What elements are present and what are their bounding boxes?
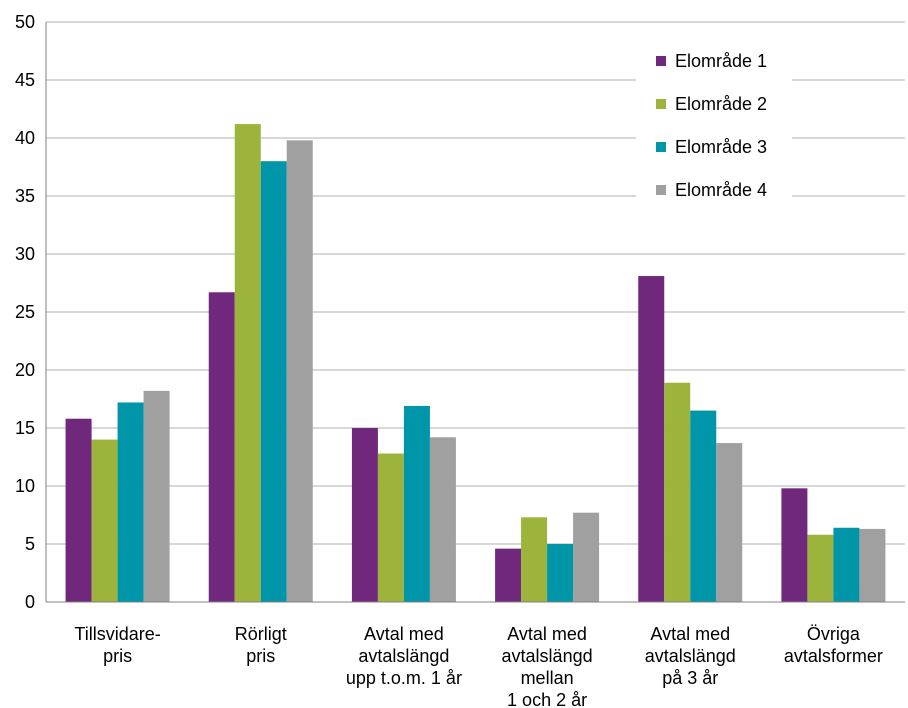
bar — [65, 418, 92, 602]
legend-label: Elområde 1 — [675, 51, 767, 71]
bar — [573, 512, 600, 602]
bar — [547, 544, 574, 602]
y-tick-label: 40 — [15, 128, 35, 148]
x-tick-label: Rörligt pris — [235, 624, 287, 666]
legend: Elområde 1 Elområde 2 Elområde 3 Elområde 4 — [636, 36, 792, 208]
bar — [143, 390, 170, 602]
bar — [495, 548, 522, 602]
y-tick-label: 45 — [15, 70, 35, 90]
legend-swatch — [656, 142, 666, 152]
legend-label: Elområde 3 — [675, 137, 767, 157]
bar — [429, 437, 456, 602]
bar — [234, 124, 261, 602]
x-tick-label: Avtal med avtalslängd på 3 år — [645, 624, 736, 688]
bar — [521, 517, 548, 602]
legend-swatch — [656, 185, 666, 195]
y-axis: 0 5 10 15 20 25 30 35 40 45 50 — [15, 12, 47, 612]
bar — [286, 140, 313, 602]
bar — [208, 292, 235, 602]
gridlines — [46, 21, 905, 545]
legend-label: Elområde 4 — [675, 180, 767, 200]
y-tick-label: 25 — [15, 302, 35, 322]
y-tick-label: 50 — [15, 12, 35, 32]
bar — [638, 276, 665, 602]
y-tick-label: 20 — [15, 360, 35, 380]
bar — [117, 402, 144, 602]
legend-swatch — [656, 56, 666, 66]
bar — [781, 488, 808, 602]
bar — [690, 410, 717, 602]
x-tick-label: Övriga avtalsformer — [784, 624, 883, 666]
legend-label: Elområde 2 — [675, 94, 767, 114]
legend-swatch — [656, 99, 666, 109]
bar — [859, 528, 886, 602]
x-tick-label: Tillsvidare-pris — [74, 624, 160, 666]
y-tick-label: 35 — [15, 186, 35, 206]
bar — [91, 439, 118, 602]
bar — [833, 527, 860, 602]
bar — [351, 428, 378, 602]
bar — [260, 161, 287, 602]
bar — [807, 534, 834, 602]
x-axis: Tillsvidare-pris Rörligt pris Avtal med avta… — [46, 601, 905, 708]
x-tick-label: Avtal med avtalslängd mellan 1 och 2 år — [502, 624, 593, 708]
bar — [664, 382, 691, 602]
bar — [377, 453, 404, 602]
y-tick-label: 15 — [15, 418, 35, 438]
y-tick-label: 10 — [15, 476, 35, 496]
bars — [65, 124, 886, 602]
x-tick-label: Avtal med avtalslängd upp t.o.m. 1 år — [346, 624, 462, 688]
bar — [716, 443, 743, 602]
bar — [403, 405, 430, 602]
y-tick-label: 0 — [25, 592, 35, 612]
y-tick-label: 5 — [25, 534, 35, 554]
y-tick-label: 30 — [15, 244, 35, 264]
